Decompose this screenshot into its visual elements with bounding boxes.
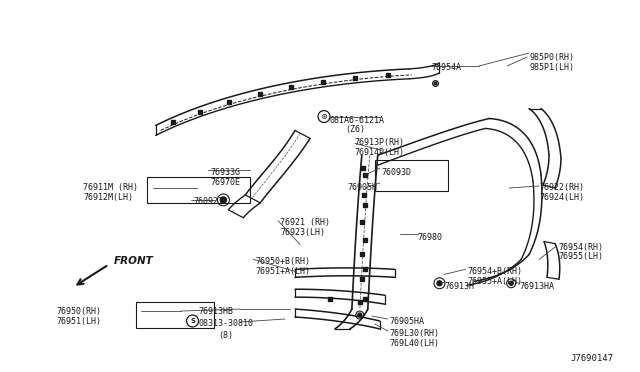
Text: 76905H: 76905H <box>348 183 378 192</box>
Circle shape <box>220 197 227 203</box>
Text: 76951+A(LH): 76951+A(LH) <box>255 267 310 276</box>
Circle shape <box>358 313 362 317</box>
Text: 76954(RH): 76954(RH) <box>559 243 604 251</box>
Text: 76950(RH): 76950(RH) <box>56 307 101 316</box>
Text: 08IA6-6121A: 08IA6-6121A <box>330 116 385 125</box>
Text: FRONT: FRONT <box>114 256 154 266</box>
Text: 769L30(RH): 769L30(RH) <box>390 329 440 338</box>
Text: 76921 (RH): 76921 (RH) <box>280 218 330 227</box>
Circle shape <box>509 281 513 285</box>
Text: 76954A: 76954A <box>431 63 461 72</box>
Text: 76913HB: 76913HB <box>198 307 234 316</box>
Text: 76955(LH): 76955(LH) <box>559 253 604 262</box>
Text: 08313-30810: 08313-30810 <box>198 319 253 328</box>
Text: 76954+B(RH): 76954+B(RH) <box>467 267 522 276</box>
Text: 76951(LH): 76951(LH) <box>56 317 101 326</box>
Text: 76924(LH): 76924(LH) <box>539 193 584 202</box>
Text: 76970E: 76970E <box>211 178 241 187</box>
Circle shape <box>437 281 442 286</box>
Text: 76911M (RH): 76911M (RH) <box>83 183 138 192</box>
Text: 985P0(RH): 985P0(RH) <box>529 53 574 62</box>
Text: 769L40(LH): 769L40(LH) <box>390 339 440 348</box>
Text: 76923(LH): 76923(LH) <box>280 228 325 237</box>
Text: 76913H: 76913H <box>444 282 474 291</box>
Text: 76912M(LH): 76912M(LH) <box>83 193 133 202</box>
Text: 76955+A(LH): 76955+A(LH) <box>467 277 522 286</box>
Text: 76913P(RH): 76913P(RH) <box>355 138 405 147</box>
Text: 76922(RH): 76922(RH) <box>539 183 584 192</box>
Text: 76914P(LH): 76914P(LH) <box>355 148 405 157</box>
Text: 76933G: 76933G <box>211 168 241 177</box>
Text: J7690147: J7690147 <box>571 354 614 363</box>
Text: (Z6): (Z6) <box>345 125 365 134</box>
Text: 985P1(LH): 985P1(LH) <box>529 63 574 72</box>
Text: 76980: 76980 <box>417 232 443 242</box>
Text: ⊛: ⊛ <box>321 112 328 121</box>
Text: (8): (8) <box>218 331 234 340</box>
Text: 76905HA: 76905HA <box>390 317 425 326</box>
Text: 76950+B(RH): 76950+B(RH) <box>255 257 310 266</box>
Text: 76913HA: 76913HA <box>519 282 554 291</box>
Text: S: S <box>190 318 195 324</box>
Text: 760921: 760921 <box>193 197 223 206</box>
Text: 76093D: 76093D <box>381 168 412 177</box>
